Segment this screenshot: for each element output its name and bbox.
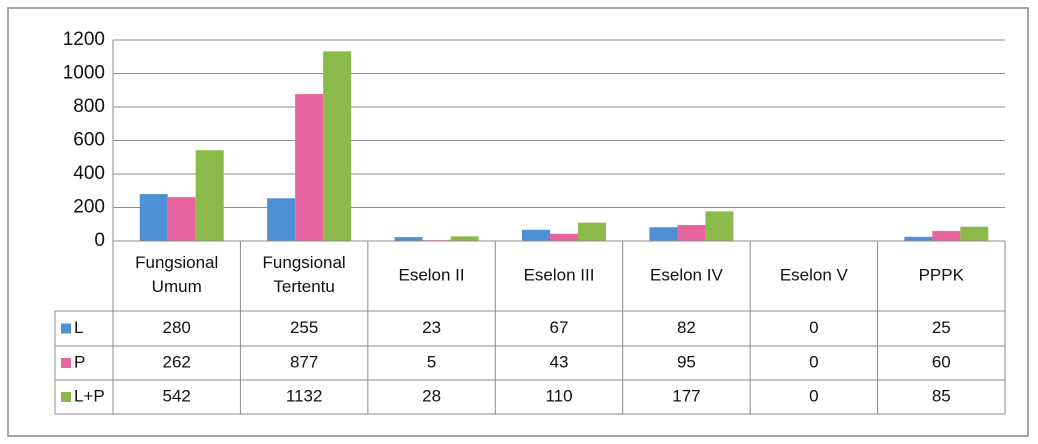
table-value: 110 xyxy=(545,386,572,405)
bar xyxy=(139,194,168,241)
category-label-line: Fungsional xyxy=(263,253,346,272)
y-tick-label: 600 xyxy=(73,130,105,151)
y-tick-label: 0 xyxy=(94,230,105,251)
bar xyxy=(267,198,296,241)
category-label: Fungsional Umum xyxy=(135,253,218,296)
bar xyxy=(522,229,550,241)
y-tick-label: 200 xyxy=(73,197,105,218)
table-value: 877 xyxy=(290,352,318,371)
table-value: 67 xyxy=(550,318,569,337)
legend-label: P xyxy=(74,352,85,371)
bar xyxy=(167,197,196,241)
bar xyxy=(960,226,989,241)
y-tick-label: 1000 xyxy=(63,63,105,84)
bar xyxy=(195,150,224,241)
table-value: 0 xyxy=(809,318,818,337)
table-value: 262 xyxy=(163,352,191,371)
table-value: 25 xyxy=(932,318,951,337)
table-value: 28 xyxy=(422,386,441,405)
table-value: 177 xyxy=(672,386,700,405)
bar xyxy=(932,230,961,241)
table-value: 85 xyxy=(932,386,951,405)
bar xyxy=(705,211,734,241)
table-value: 542 xyxy=(163,386,191,405)
bar xyxy=(649,227,678,241)
category-label-line: Fungsional xyxy=(135,253,218,272)
category-label: Eselon V xyxy=(780,265,849,284)
table-value: 280 xyxy=(163,318,191,337)
y-tick-label: 1200 xyxy=(63,29,105,50)
legend-key xyxy=(61,323,71,334)
bar xyxy=(904,236,933,241)
y-tick-label: 800 xyxy=(73,96,105,117)
category-label: PPPK xyxy=(919,265,965,284)
table-value: 0 xyxy=(809,386,818,405)
table-value: 23 xyxy=(422,318,441,337)
table-value: 60 xyxy=(932,352,951,371)
table-value: 95 xyxy=(677,352,696,371)
table-value: 82 xyxy=(677,318,696,337)
bar xyxy=(550,233,578,241)
table-value: 5 xyxy=(427,352,436,371)
table-value: 255 xyxy=(290,318,318,337)
legend-label: L xyxy=(74,318,83,337)
bar xyxy=(295,94,324,241)
table-value: 1132 xyxy=(286,386,323,405)
category-label-line: Tertentu xyxy=(273,277,334,296)
legend-key xyxy=(61,392,71,402)
bar xyxy=(677,225,706,241)
category-label: Fungsional Tertentu xyxy=(263,253,346,296)
category-label-line: Umum xyxy=(152,277,202,296)
table-value: 43 xyxy=(550,352,569,371)
category-label: Eselon IV xyxy=(650,265,723,284)
y-tick-label: 400 xyxy=(73,163,105,184)
bar xyxy=(394,237,423,241)
bar xyxy=(578,222,606,241)
category-label: Eselon III xyxy=(524,265,595,284)
legend-label: L+P xyxy=(74,386,105,405)
legend-key xyxy=(61,358,71,368)
bar xyxy=(323,51,352,241)
bar xyxy=(450,236,479,241)
table-value: 0 xyxy=(809,352,818,371)
category-label: Eselon II xyxy=(398,265,464,284)
